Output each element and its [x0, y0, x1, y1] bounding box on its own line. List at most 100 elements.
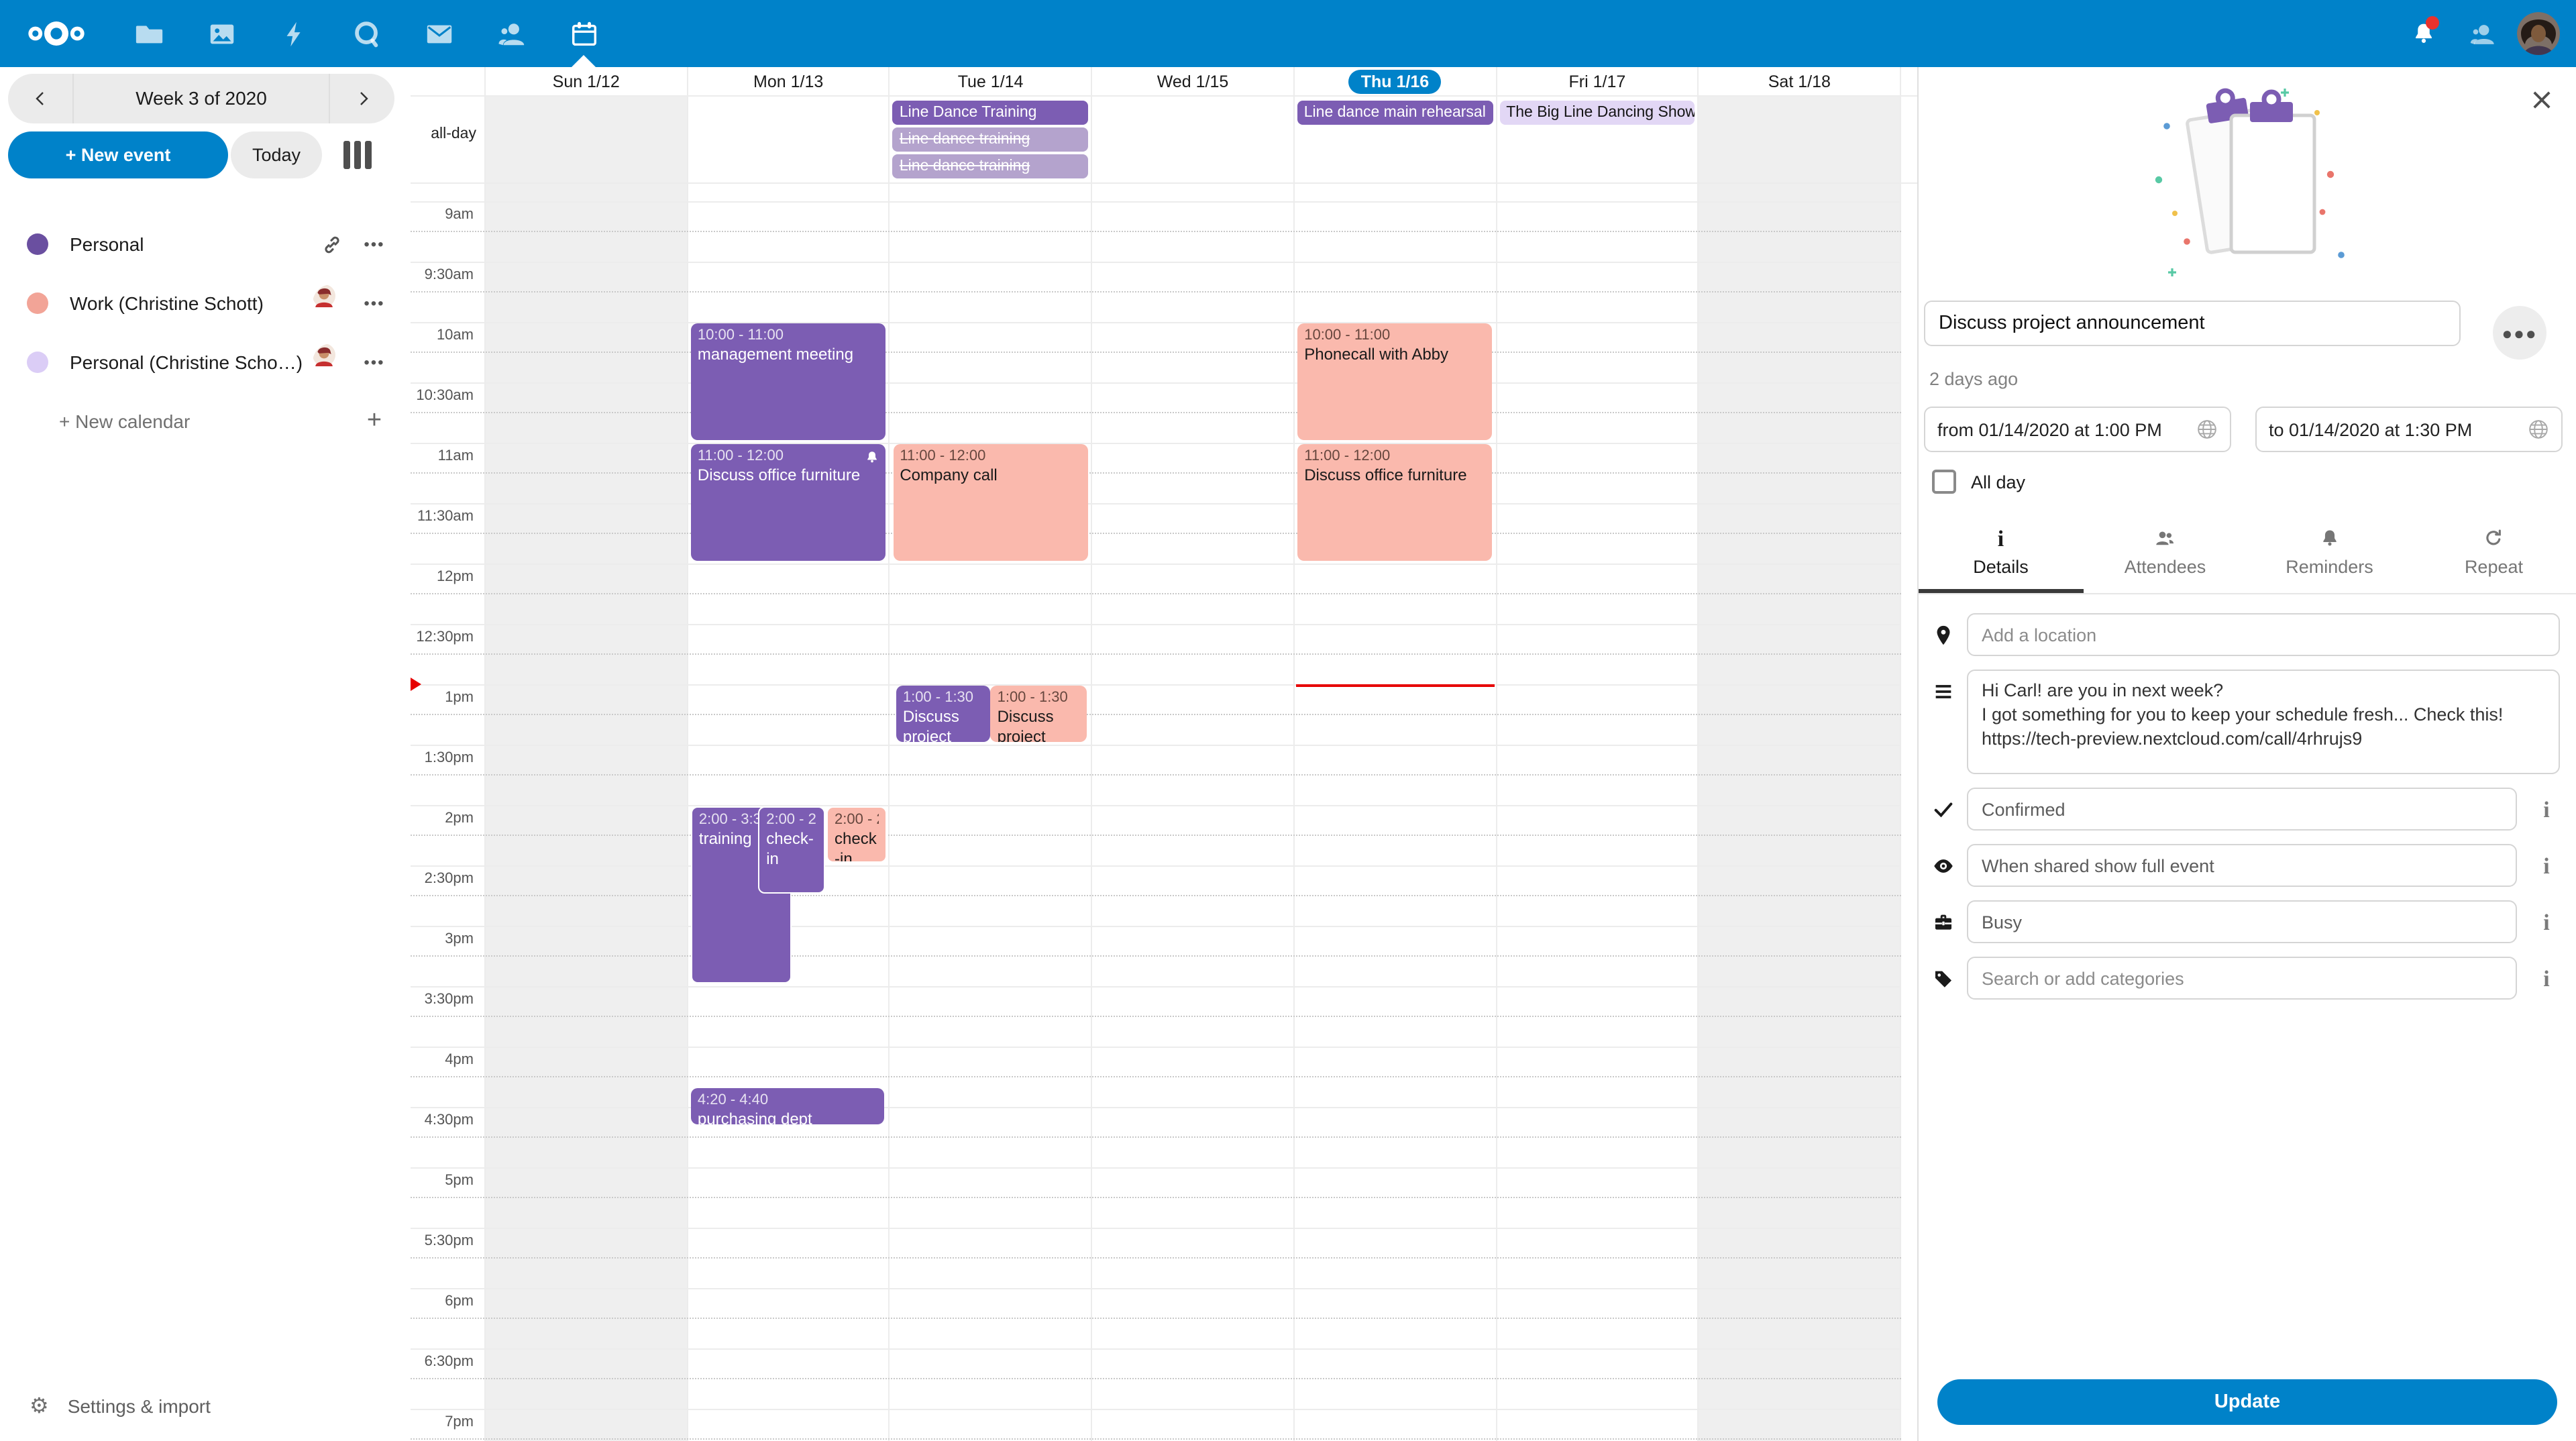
day-column[interactable] — [1697, 184, 1902, 1441]
day-column[interactable] — [484, 184, 687, 1441]
allday-cell[interactable] — [686, 97, 888, 182]
next-week-button[interactable] — [330, 74, 394, 123]
day-column[interactable]: 11:00 - 12:00 Company call 1:00 - 1:30 Disc… — [888, 184, 1091, 1441]
tab-repeat[interactable]: Repeat — [2412, 518, 2576, 593]
calendar-name: Work (Christine Schott) — [70, 292, 264, 314]
close-icon[interactable] — [2525, 83, 2557, 115]
settings-import-button[interactable]: ⚙ Settings & import — [0, 1382, 211, 1430]
today-button[interactable]: Today — [231, 131, 322, 178]
event-actions-button[interactable]: ●●● — [2493, 306, 2546, 360]
day-header[interactable]: Sun 1/12 — [552, 72, 620, 91]
calendar-color-dot — [27, 352, 48, 373]
allday-cell[interactable]: Line Dance Training Line dance training Li… — [888, 97, 1091, 182]
status-info-icon[interactable]: i — [2543, 796, 2550, 822]
busy-briefcase-icon — [1919, 910, 1967, 933]
tab-details[interactable]: i Details — [1919, 518, 2083, 593]
activity-icon[interactable] — [258, 0, 330, 67]
day-header[interactable]: Sat 1/18 — [1768, 72, 1831, 91]
notifications-bell-icon[interactable] — [2394, 0, 2453, 67]
day-header[interactable]: Mon 1/13 — [753, 72, 824, 91]
mail-icon[interactable] — [402, 0, 475, 67]
day-header[interactable]: Fri 1/17 — [1568, 72, 1626, 91]
files-icon[interactable] — [113, 0, 185, 67]
calendar-actions-icon[interactable]: ••• — [364, 235, 385, 254]
day-column[interactable]: 10:00 - 11:00 Phonecall with Abby 11:00 - … — [1293, 184, 1495, 1441]
end-date-field[interactable]: to 01/14/2020 at 1:30 PM — [2255, 407, 2563, 452]
day-header[interactable]: Thu 1/16 — [1348, 69, 1442, 93]
visibility-select[interactable]: When shared show full event — [1967, 844, 2517, 887]
event[interactable]: 11:00 - 12:00 Company call — [893, 444, 1088, 561]
allday-cell[interactable]: Line dance main rehearsal — [1293, 97, 1495, 182]
event[interactable]: 11:00 - 12:00 Discuss office furniture — [1297, 444, 1493, 561]
freebusy-info-icon[interactable]: i — [2543, 909, 2550, 935]
allday-cell[interactable] — [1697, 97, 1902, 182]
new-event-button[interactable]: + New event — [8, 131, 228, 178]
nextcloud-logo[interactable] — [0, 11, 113, 56]
bell-icon — [2318, 526, 2341, 550]
notification-badge — [2426, 16, 2439, 30]
settings-import-label: Settings & import — [67, 1395, 211, 1417]
day-header[interactable]: Wed 1/15 — [1157, 72, 1229, 91]
contacts-icon[interactable] — [475, 0, 547, 67]
timezone-globe-icon[interactable] — [2196, 419, 2218, 440]
week-label[interactable]: Week 3 of 2020 — [72, 74, 330, 123]
allday-cell[interactable] — [1091, 97, 1293, 182]
allday-cell[interactable] — [484, 97, 687, 182]
allday-checkbox[interactable] — [1932, 470, 1956, 494]
time-label: 12:30pm — [416, 629, 474, 645]
gear-icon: ⚙ — [30, 1395, 49, 1418]
talk-icon[interactable] — [330, 0, 402, 67]
user-avatar[interactable] — [2517, 12, 2560, 55]
visibility-eye-icon — [1919, 854, 1967, 877]
day-column[interactable]: 10:00 - 11:00 management meeting 11:00 - 1… — [686, 184, 888, 1441]
start-date-field[interactable]: from 01/14/2020 at 1:00 PM — [1924, 407, 2231, 452]
calendar-item[interactable]: Personal (Christine Scho…) ••• — [0, 333, 411, 392]
event[interactable]: 2:00 - 2:45check-in — [758, 806, 825, 893]
tab-reminders[interactable]: Reminders — [2247, 518, 2412, 593]
calendar-actions-icon[interactable]: ••• — [364, 294, 385, 313]
view-switcher-icon[interactable] — [343, 141, 372, 169]
time-label: 2pm — [445, 810, 474, 826]
new-calendar-button[interactable]: + New calendar + — [0, 392, 411, 451]
photos-icon[interactable] — [185, 0, 258, 67]
status-select[interactable]: Confirmed — [1967, 788, 2517, 831]
allday-event[interactable]: Line dance main rehearsal — [1297, 101, 1493, 125]
allday-event[interactable]: Line Dance Training — [892, 101, 1089, 125]
share-link-icon[interactable] — [311, 233, 352, 256]
location-input[interactable] — [1967, 613, 2560, 656]
allday-event[interactable]: The Big Line Dancing Show — [1499, 101, 1695, 125]
calendar-icon[interactable] — [547, 0, 620, 67]
categories-info-icon[interactable]: i — [2543, 965, 2550, 991]
categories-input[interactable] — [1967, 957, 2517, 1000]
calendar-actions-icon[interactable]: ••• — [364, 353, 385, 372]
event-title: Discuss office furniture — [697, 466, 861, 484]
event[interactable]: 10:00 - 11:00 management meeting — [690, 323, 886, 440]
update-button[interactable]: Update — [1937, 1379, 2557, 1425]
day-column[interactable] — [1091, 184, 1293, 1441]
contacts-menu-icon[interactable] — [2453, 0, 2512, 67]
calendar-item[interactable]: Work (Christine Schott) ••• — [0, 274, 411, 333]
event[interactable]: 10:00 - 11:00 Phonecall with Abby — [1297, 323, 1493, 440]
freebusy-select[interactable]: Busy — [1967, 900, 2517, 943]
tab-attendees[interactable]: Attendees — [2083, 518, 2247, 593]
allday-cell[interactable]: The Big Line Dancing Show — [1495, 97, 1697, 182]
event[interactable]: 4:20 - 4:40 purchasing dept — [690, 1087, 884, 1125]
calendar-item[interactable]: Personal ••• — [0, 215, 411, 274]
visibility-info-icon[interactable]: i — [2543, 853, 2550, 878]
description-textarea[interactable]: Hi Carl! are you in next week? I got som… — [1967, 670, 2560, 774]
allday-event[interactable]: Line dance training — [892, 127, 1089, 152]
day-header[interactable]: Tue 1/14 — [957, 72, 1024, 91]
event-time: 2:00 - 2:30 — [835, 812, 879, 828]
tab-label: Attendees — [2124, 557, 2206, 577]
timezone-globe-icon[interactable] — [2528, 419, 2549, 440]
owner-avatar[interactable] — [311, 343, 352, 381]
allday-event[interactable]: Line dance training — [892, 154, 1089, 178]
day-column[interactable] — [1495, 184, 1697, 1441]
event[interactable]: 2:00 - 2:30check-in — [826, 806, 887, 863]
event[interactable]: 11:00 - 12:00 Discuss office furniture — [690, 444, 886, 561]
owner-avatar[interactable] — [311, 284, 352, 322]
event-title-input[interactable] — [1924, 301, 2461, 346]
previous-week-button[interactable] — [8, 74, 72, 123]
